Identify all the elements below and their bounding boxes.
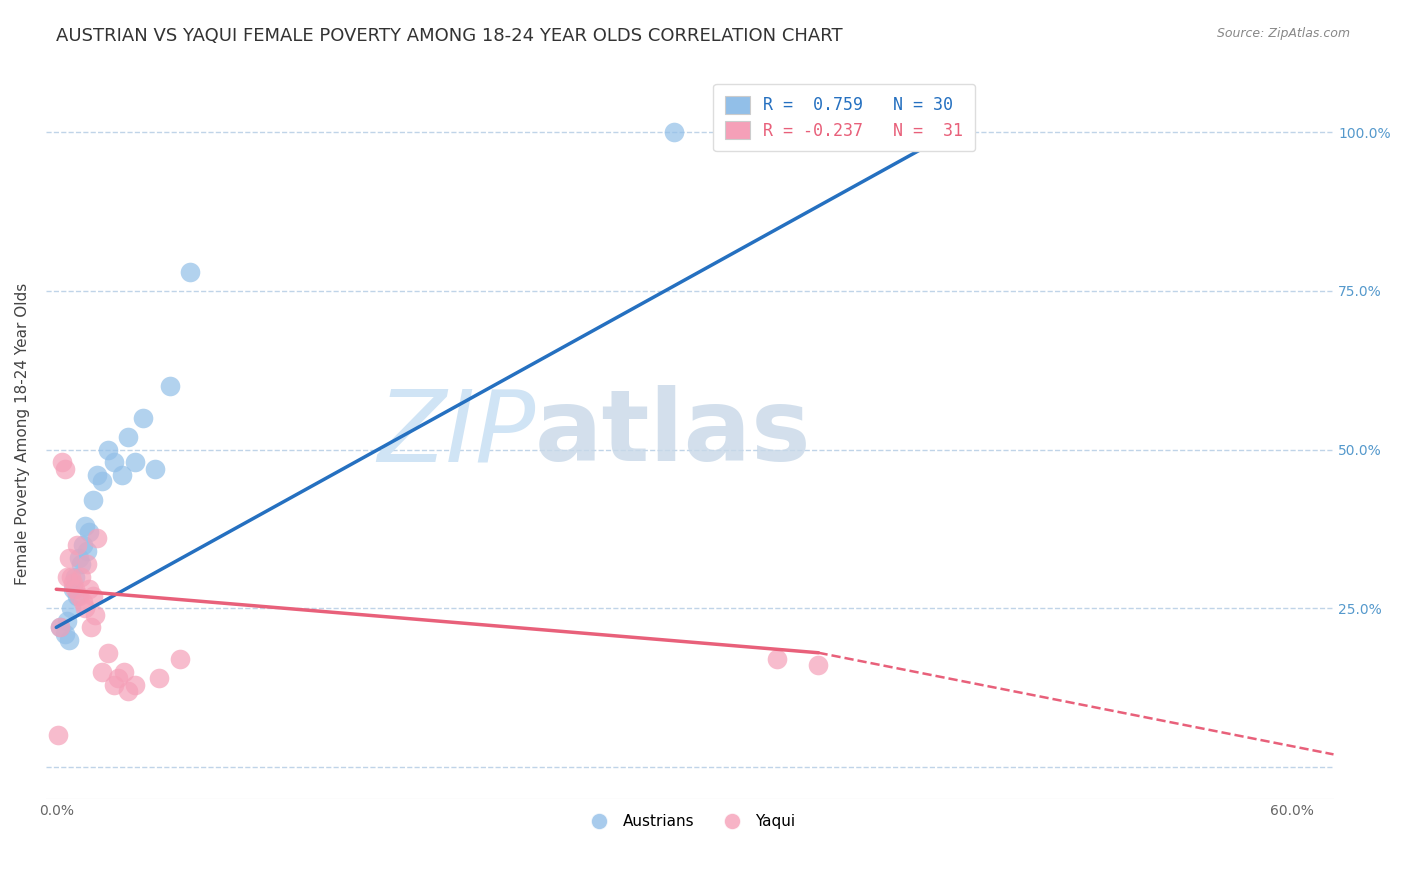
Point [82, 493, 104, 508]
Point [55, 614, 77, 628]
Point [62, 575, 84, 590]
Point [82, 589, 104, 603]
Point [59, 601, 82, 615]
Point [66, 589, 89, 603]
Point [664, 125, 686, 139]
Point [67, 550, 90, 565]
Point [143, 461, 166, 475]
Point [77, 525, 100, 540]
Point [46, 728, 69, 742]
Point [159, 379, 181, 393]
Point [58, 550, 80, 565]
Point [63, 569, 86, 583]
Point [58, 633, 80, 648]
Point [97, 442, 120, 457]
Point [70, 569, 93, 583]
Point [112, 665, 135, 679]
Point [124, 455, 146, 469]
Point [76, 557, 98, 571]
Point [53, 626, 76, 640]
Point [63, 582, 86, 597]
Point [107, 671, 129, 685]
Y-axis label: Female Poverty Among 18-24 Year Olds: Female Poverty Among 18-24 Year Olds [15, 283, 30, 585]
Point [111, 467, 134, 482]
Point [86, 467, 108, 482]
Point [169, 652, 191, 666]
Point [786, 125, 808, 139]
Point [124, 677, 146, 691]
Point [49, 620, 72, 634]
Point [75, 601, 97, 615]
Text: Source: ZipAtlas.com: Source: ZipAtlas.com [1216, 27, 1350, 40]
Point [103, 677, 125, 691]
Point [80, 620, 103, 634]
Point [77, 582, 100, 597]
Point [117, 430, 139, 444]
Point [53, 461, 76, 475]
Text: ZIP: ZIP [377, 385, 536, 483]
Point [103, 455, 125, 469]
Text: atlas: atlas [536, 385, 811, 483]
Point [766, 652, 789, 666]
Point [55, 569, 77, 583]
Point [72, 595, 94, 609]
Point [51, 455, 73, 469]
Point [97, 646, 120, 660]
Point [910, 125, 932, 139]
Point [117, 684, 139, 698]
Point [67, 589, 90, 603]
Point [62, 582, 84, 597]
Point [66, 538, 89, 552]
Point [148, 671, 170, 685]
Point [807, 658, 830, 673]
Text: AUSTRIAN VS YAQUI FEMALE POVERTY AMONG 18-24 YEAR OLDS CORRELATION CHART: AUSTRIAN VS YAQUI FEMALE POVERTY AMONG 1… [56, 27, 842, 45]
Point [952, 125, 974, 139]
Point [75, 518, 97, 533]
Point [76, 544, 98, 558]
Point [179, 265, 201, 279]
Point [90, 475, 112, 489]
Point [86, 532, 108, 546]
Point [72, 538, 94, 552]
Point [59, 569, 82, 583]
Point [90, 665, 112, 679]
Legend: Austrians, Yaqui: Austrians, Yaqui [578, 808, 801, 835]
Point [49, 620, 72, 634]
Point [84, 607, 107, 622]
Point [132, 410, 155, 425]
Point [70, 557, 93, 571]
